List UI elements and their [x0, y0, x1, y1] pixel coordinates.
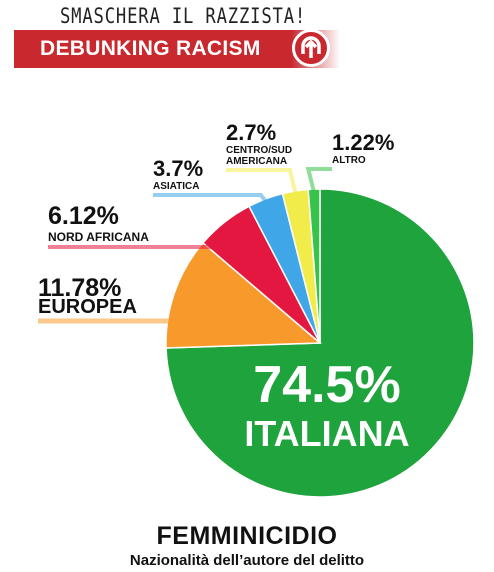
slice-label-centro-sud-americana: CENTRO/SUD — [226, 145, 292, 156]
slice-value-italiana: 74.5% — [253, 356, 400, 414]
debunking-racism-banner[interactable]: DEBUNKING RACISM — [14, 29, 340, 68]
leader-line-europea — [38, 292, 181, 324]
leader-line-nord-africana — [48, 224, 229, 249]
leader-line-altro — [305, 167, 332, 194]
chart-title: FEMMINICIDIO — [156, 522, 338, 550]
chart-subtitle: Nazionalità dell’autore del delitto — [129, 552, 365, 569]
leader-line-centro-sud-americana — [226, 168, 298, 196]
tagline: SMASCHERA IL RAZZISTA! — [60, 4, 307, 28]
slice-value-centro-sud-americana: 2.7% — [226, 120, 276, 145]
slice-label-asiatica: ASIATICA — [153, 181, 199, 192]
slice-label-altro: ALTRO — [332, 155, 366, 166]
upward-arrow-logo-icon — [292, 29, 330, 67]
slice-value-asiatica: 3.7% — [153, 156, 203, 181]
banner-label: DEBUNKING RACISM — [40, 37, 261, 60]
header: SMASCHERA IL RAZZISTA! DEBUNKING RACISM — [14, 4, 360, 68]
pie-slice-italiana — [165, 188, 475, 498]
slice-value-nord-africana: 6.12% — [48, 202, 119, 230]
slice-label-europea: EUROPEA — [38, 296, 137, 318]
slice-label-italiana: ITALIANA — [244, 413, 409, 454]
slice-value-altro: 1.22% — [332, 130, 394, 155]
slice-value-europea: 11.78% — [38, 274, 121, 302]
slice-label-nord-africana: NORD AFRICANA — [48, 230, 149, 244]
slice-label-centro-sud-americana: AMERICANA — [226, 156, 287, 167]
leader-line-asiatica — [153, 193, 269, 204]
